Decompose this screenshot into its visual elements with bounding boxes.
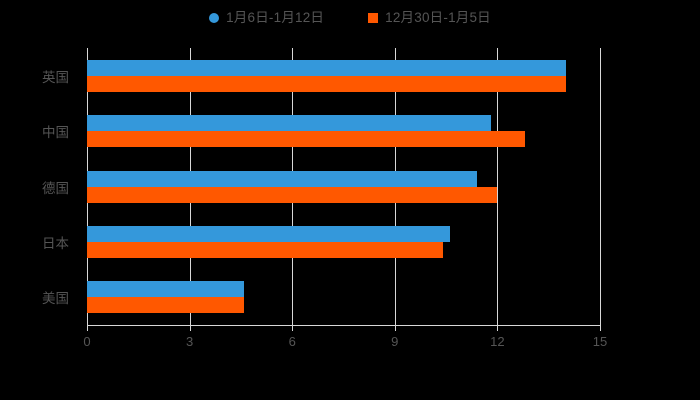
y-axis-label-3: 日本	[42, 235, 69, 251]
x-tick-label-6: 6	[288, 334, 296, 349]
bar-1-3[interactable]	[87, 241, 443, 258]
legend-item-series-0[interactable]: 1月6日-1月12日	[209, 11, 324, 25]
bar-1-4[interactable]	[87, 297, 245, 314]
x-tick-label-9: 9	[391, 334, 399, 349]
bar-1-0[interactable]	[87, 75, 566, 92]
gridline-x-12	[497, 48, 499, 325]
x-tick-label-12: 12	[490, 334, 505, 349]
legend-item-series-1[interactable]: 12月30日-1月5日	[368, 11, 491, 25]
dashed-gridline-segment	[600, 61, 601, 90]
y-axis-label-4: 美国	[42, 291, 69, 307]
chart-legend: 1月6日-1月12日 12月30日-1月5日	[0, 8, 700, 28]
bar-1-1[interactable]	[87, 131, 525, 148]
legend-label-series-1: 12月30日-1月5日	[385, 10, 491, 26]
x-tick-mark-0	[87, 325, 88, 331]
bar-0-0[interactable]	[87, 59, 566, 76]
x-tick-mark-3	[189, 325, 191, 331]
x-tick-mark-12	[497, 325, 499, 331]
y-axis-label-1: 中国	[42, 125, 69, 141]
legend-label-series-0: 1月6日-1月12日	[226, 10, 325, 26]
y-axis-label-0: 英国	[42, 69, 69, 85]
x-tick-mark-9	[394, 325, 396, 331]
x-axis-line	[87, 325, 600, 326]
x-tick-label-3: 3	[185, 334, 194, 349]
bar-0-1[interactable]	[87, 115, 491, 132]
gridline-x-15	[600, 48, 601, 325]
plot-area	[87, 48, 601, 325]
y-axis-label-2: 德国	[42, 180, 69, 196]
bar-1-2[interactable]	[87, 186, 498, 203]
legend-circle-marker-icon	[209, 13, 220, 23]
x-tick-label-0: 0	[83, 334, 91, 349]
x-tick-mark-15	[600, 325, 601, 331]
bar-0-3[interactable]	[87, 225, 450, 242]
bar-0-2[interactable]	[87, 170, 477, 187]
legend-square-marker-icon	[368, 13, 379, 23]
y-axis-category-labels: 英国 中国 德国 日本 美国	[0, 48, 77, 325]
x-tick-label-15: 15	[592, 334, 608, 349]
x-tick-mark-6	[292, 325, 294, 331]
bar-0-4[interactable]	[87, 281, 245, 298]
